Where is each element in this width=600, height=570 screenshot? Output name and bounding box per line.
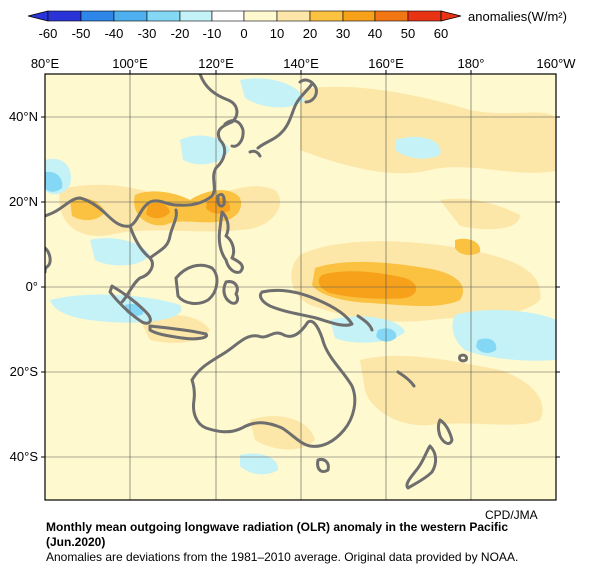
colorbar-bin-11 (374, 10, 409, 22)
lon-label-180: 180° (458, 56, 485, 71)
lat-label-20s: 20°S (10, 364, 39, 379)
figure-title-line-2: (Jun.2020) (46, 535, 106, 549)
coast-tasmania (316, 458, 330, 474)
colorbar-tick-9: 20 (303, 26, 317, 41)
coast-sumatra (108, 284, 152, 325)
map-panel (41, 70, 560, 501)
coast-new-guinea (258, 288, 354, 327)
anomaly-negative-10-c (240, 78, 305, 108)
coast-australia (190, 319, 357, 448)
coast-new-caledonia (396, 370, 416, 388)
colorbar-tick-6: -10 (203, 26, 222, 41)
graticule (45, 74, 556, 500)
coast-fiji (458, 353, 468, 363)
colorbar-arrow-left (27, 10, 49, 22)
lat-label-40s: 40°S (10, 449, 39, 464)
colorbar-bin-10 (342, 10, 376, 22)
colorbar-bin-4 (146, 10, 181, 22)
coast-solomon-islands (356, 314, 374, 332)
colorbar-tick-8: 10 (270, 26, 284, 41)
lat-label-0: 0° (26, 279, 38, 294)
anomaly-positive-20-core-d (455, 238, 481, 255)
colorbar-units-label: anomalies(W/m²) (468, 9, 567, 24)
coast-japan (248, 78, 318, 158)
coast-java (148, 324, 209, 341)
lat-label-20n: 20°N (9, 194, 38, 209)
anomaly-positive-30-core-a (146, 202, 170, 219)
axis-ticks (41, 70, 560, 458)
coast-indochina (120, 208, 178, 304)
colorbar-tick-5: -20 (171, 26, 190, 41)
colorbar-tick-12: 50 (401, 26, 415, 41)
anomaly-field (45, 74, 556, 500)
colorbar-tick-13: 60 (434, 26, 448, 41)
colorbar-bin-3 (113, 10, 148, 22)
lat-label-40n: 40°N (9, 109, 38, 124)
figure-title-line-1: Monthly mean outgoing longwave radiation… (46, 520, 509, 534)
anomaly-negative-20-a (45, 171, 63, 192)
colorbar: -60 -50 -40 -30 -20 -10 0 10 20 30 40 50… (27, 9, 567, 41)
anomaly-negative-10-g (90, 238, 150, 266)
lon-label-120e: 120°E (198, 56, 234, 71)
anomaly-positive-20-core-b (70, 198, 105, 221)
colorbar-arrow-right (440, 10, 462, 22)
anomaly-negative-10-b (180, 135, 230, 165)
lon-label-160e: 160°E (368, 56, 404, 71)
colorbar-bin-6 (211, 10, 245, 22)
colorbar-bin-1 (47, 10, 82, 22)
anomaly-positive-10-band-f (440, 198, 520, 230)
colorbar-bin-5 (179, 10, 213, 22)
lon-label-100e: 100°E (112, 56, 148, 71)
figure-note: Anomalies are deviations from the 1981–2… (46, 550, 519, 564)
coast-taiwan (216, 192, 226, 208)
lon-label-140e: 140°E (283, 56, 319, 71)
colorbar-bin-2 (80, 10, 115, 22)
colorbar-tick-1: -60 (39, 26, 58, 41)
anomaly-negative-10-h (240, 453, 279, 475)
longitude-labels: 80°E 100°E 120°E 140°E 160°E 180° 160°W (31, 56, 576, 71)
coast-new-zealand (405, 418, 454, 490)
latitude-labels: 40°N 20°N 0° 20°S 40°S (9, 109, 38, 464)
anomaly-positive-10-band-a (300, 86, 556, 174)
coast-korea (223, 119, 245, 148)
coast-borneo (174, 263, 219, 305)
anomaly-positive-10-band-d (360, 355, 543, 426)
colorbar-bin-9 (309, 10, 344, 22)
coastlines (45, 74, 468, 490)
colorbar-tick-4: -30 (138, 26, 157, 41)
colorbar-tick-10: 30 (336, 26, 350, 41)
coast-sulawesi (222, 280, 240, 305)
colorbar-bin-12 (407, 10, 442, 22)
lon-label-160w: 160°W (536, 56, 576, 71)
anomaly-negative-10-i (395, 136, 441, 159)
colorbar-tick-3: -40 (105, 26, 124, 41)
colorbar-tick-2: -50 (72, 26, 91, 41)
colorbar-tick-7: 0 (240, 26, 247, 41)
lon-label-80e: 80°E (31, 56, 60, 71)
colorbar-bin-8 (276, 10, 311, 22)
anomaly-negative-20-c (476, 338, 497, 353)
colorbar-tick-11: 40 (368, 26, 382, 41)
coast-philippines (217, 210, 244, 274)
data-credit: CPD/JMA (485, 508, 538, 522)
anomaly-positive-30-core-c (318, 271, 417, 299)
colorbar-bin-7 (243, 10, 278, 22)
